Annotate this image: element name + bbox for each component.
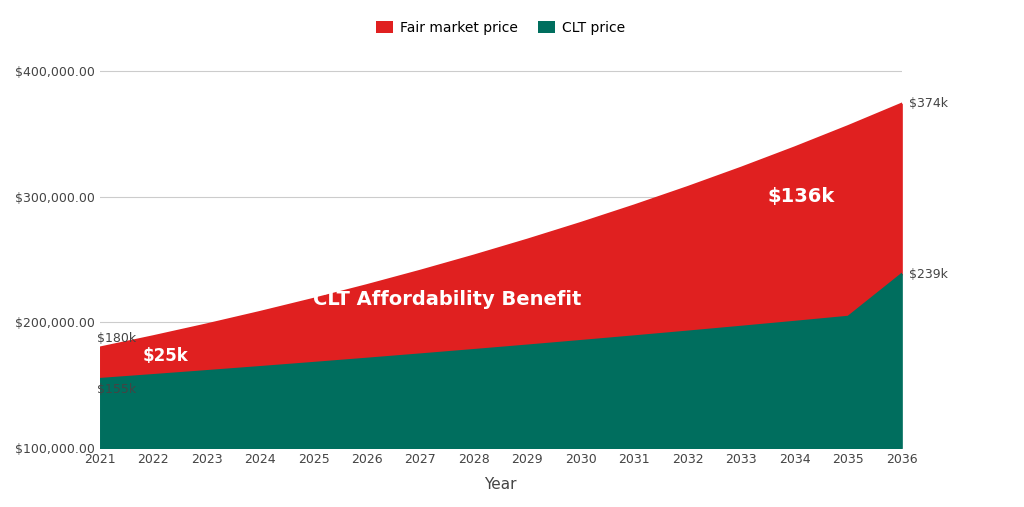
Text: $374k: $374k xyxy=(908,97,947,110)
Text: $25k: $25k xyxy=(142,347,188,366)
Text: $180k: $180k xyxy=(97,332,136,345)
Text: $136k: $136k xyxy=(768,188,836,206)
Text: $239k: $239k xyxy=(908,268,947,281)
Text: $155k: $155k xyxy=(97,383,136,395)
Legend: Fair market price, CLT price: Fair market price, CLT price xyxy=(371,15,631,40)
X-axis label: Year: Year xyxy=(484,477,517,492)
Text: CLT Affordability Benefit: CLT Affordability Benefit xyxy=(313,291,582,309)
